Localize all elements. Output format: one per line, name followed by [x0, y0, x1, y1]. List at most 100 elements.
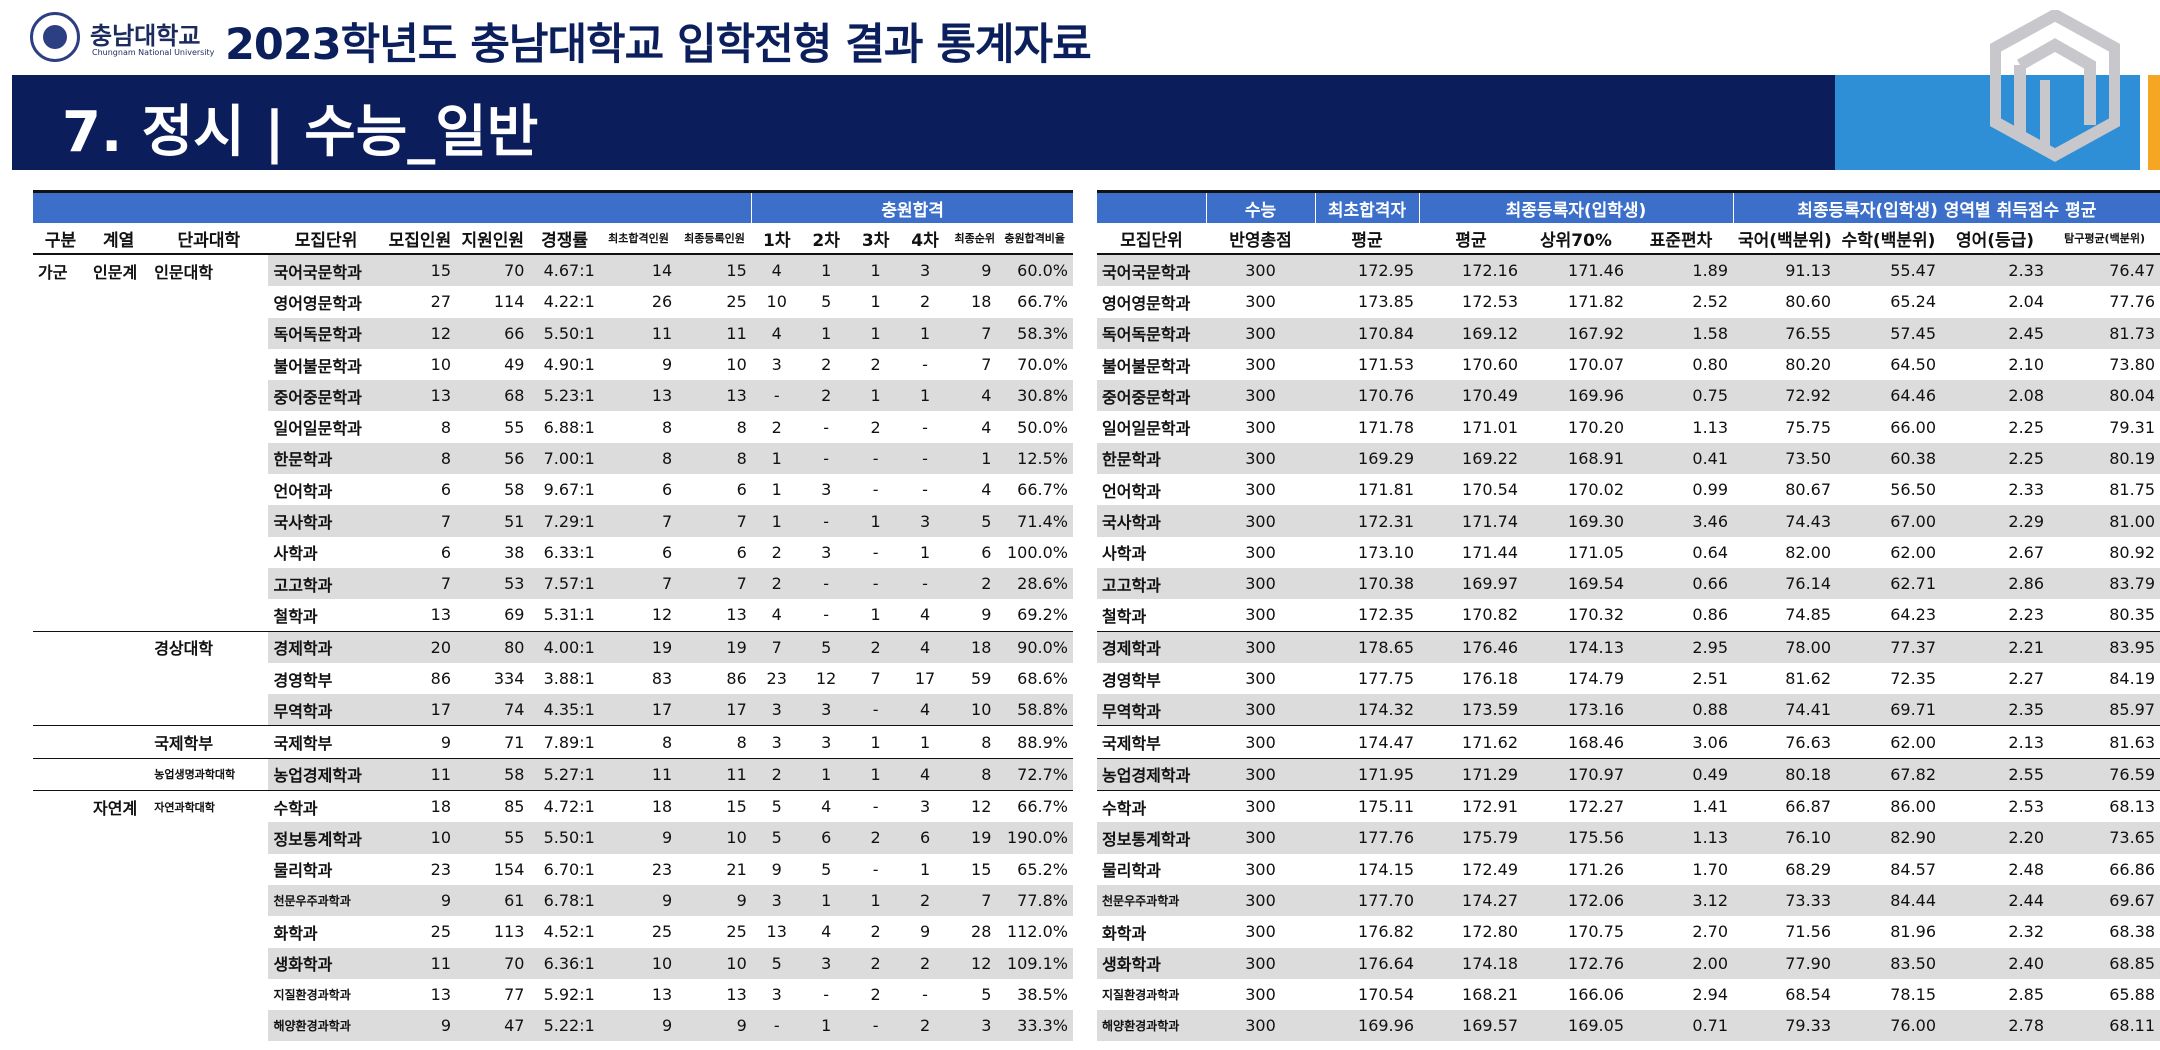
data-cell: 3 — [900, 505, 950, 537]
data-cell: 18 — [971, 292, 992, 312]
data-cell: 3 — [751, 725, 802, 759]
data-cell: 47 — [456, 1010, 530, 1042]
data-cell: 12 — [651, 605, 673, 625]
data-cell: 1.58 — [1629, 317, 1734, 349]
data-cell: 3 — [821, 542, 832, 562]
data-cell: 26 — [651, 292, 673, 312]
data-cell: 171.53 — [1358, 355, 1414, 375]
data-cell: 1 — [771, 480, 782, 500]
column-header: 최초합격인원 — [599, 223, 678, 255]
unit-cell: 영어영문학과 — [273, 293, 362, 313]
data-cell: 64.46 — [1836, 380, 1942, 412]
data-cell: 1 — [751, 505, 802, 537]
data-cell: 2.10 — [2008, 355, 2045, 375]
unit-cell: 수학과 — [1097, 790, 1206, 823]
data-cell: 8 — [677, 725, 752, 759]
data-cell: - — [850, 694, 901, 726]
data-cell: 173.16 — [1523, 694, 1629, 726]
table-row: 지질환경과학과 13 77 5.92:1 13 13 3 - 2 - 5 38.5% — [33, 979, 1073, 1010]
data-cell: 77.37 — [1836, 630, 1942, 663]
data-cell: 72.35 — [1890, 669, 1937, 688]
column-header: 모집인원 — [383, 223, 457, 255]
unit-cell: 국제학부 — [1097, 725, 1206, 759]
data-cell: 171.78 — [1358, 417, 1414, 437]
data-cell: 66.7% — [996, 790, 1073, 823]
data-cell: 12 — [949, 790, 997, 823]
data-cell: 2.78 — [1941, 1010, 2050, 1042]
data-cell: 66 — [456, 317, 530, 349]
data-cell: 2.45 — [1941, 317, 2050, 349]
data-cell — [33, 318, 88, 349]
data-cell: 82.90 — [1836, 822, 1942, 854]
data-cell: 7 — [949, 884, 997, 917]
data-cell: 5.50:1 — [529, 822, 600, 854]
data-cell: 65.24 — [1890, 292, 1937, 312]
unit-cell: 철학과 — [273, 606, 318, 626]
table-row: 불어불문학과 10 49 4.90:1 9 10 3 2 2 - 7 70.0% — [33, 349, 1073, 380]
data-cell: 2.20 — [1941, 822, 2050, 854]
group-header — [1097, 191, 1206, 223]
data-cell: - — [801, 442, 851, 475]
data-cell: 1 — [850, 505, 901, 537]
data-cell: - — [922, 480, 928, 500]
column-header: 1차 — [751, 223, 802, 255]
data-cell: 5 — [751, 790, 802, 823]
data-cell: 9 — [677, 884, 752, 917]
data-cell: 1 — [919, 542, 931, 562]
data-cell: 6.78:1 — [529, 884, 600, 917]
data-cell: 1 — [801, 317, 851, 349]
data-cell: 171.46 — [1523, 254, 1629, 287]
data-cell: 79.31 — [2109, 417, 2156, 437]
university-seal-icon — [30, 12, 80, 62]
data-cell: 17 — [599, 694, 678, 726]
data-cell: 58 — [504, 480, 525, 500]
data-cell: 3 — [801, 947, 851, 979]
data-cell: 4 — [919, 605, 931, 625]
data-cell: - — [900, 567, 950, 600]
table-row: 정보통계학과 300 177.76 175.79 175.56 1.13 76.10 82.9… — [1097, 822, 2160, 854]
data-cell: 300 — [1206, 1010, 1315, 1042]
data-cell: 7 — [677, 505, 752, 537]
unit-cell: 사학과 — [273, 544, 318, 564]
data-cell: 1 — [801, 884, 851, 917]
data-cell: 8 — [949, 725, 997, 759]
section-banner: 7. 정시 | 수능_일반 — [12, 75, 1835, 170]
data-cell: 0.75 — [1629, 380, 1734, 412]
data-cell: 8 — [662, 417, 673, 437]
data-cell — [88, 948, 149, 979]
data-cell: 170.75 — [1568, 922, 1624, 942]
data-cell: 171.74 — [1419, 505, 1523, 537]
unit-cell: 철학과 — [1102, 606, 1147, 626]
column-header: 상위70% — [1523, 223, 1629, 255]
data-cell: 81.75 — [2109, 480, 2156, 500]
data-cell: 7 — [599, 505, 678, 537]
table-row: 경제학과 300 178.65 176.46 174.13 2.95 78.00 77.37 2… — [1097, 630, 2160, 663]
data-cell: 2.52 — [1692, 292, 1729, 312]
data-cell: 77.8% — [996, 884, 1073, 917]
data-cell: 13 — [726, 984, 747, 1004]
data-cell: 174.13 — [1523, 630, 1629, 663]
data-cell: 1 — [850, 725, 901, 759]
data-cell: 71 — [456, 725, 530, 759]
data-cell: 8 — [599, 442, 678, 475]
data-cell: 19 — [949, 822, 997, 854]
data-cell: 27 — [430, 292, 452, 312]
data-cell: 7.29:1 — [529, 505, 600, 537]
data-cell: 176.64 — [1315, 947, 1419, 979]
data-cell: 76.59 — [2049, 757, 2160, 791]
data-cell: 169.57 — [1419, 1010, 1523, 1042]
table-row: 무역학과 300 174.32 173.59 173.16 0.88 74.41 69.71 2… — [1097, 694, 2160, 726]
unit-cell: 언어학과 — [1102, 481, 1161, 501]
data-cell: 8 — [677, 442, 752, 475]
table-row: 일어일문학과 8 55 6.88:1 8 8 2 - 2 - 4 50.0% — [33, 411, 1073, 442]
data-cell: 18 — [599, 790, 678, 823]
table-row: 한문학과 8 56 7.00:1 8 8 1- - -1 12.5% — [33, 442, 1073, 475]
data-cell: 2 — [771, 542, 782, 562]
data-cell: 171.82 — [1568, 292, 1624, 312]
section-title: 7. 정시 | 수능_일반 — [62, 100, 539, 165]
data-cell — [88, 663, 149, 694]
data-cell: 2 — [850, 630, 901, 663]
data-cell: 15 — [383, 254, 457, 287]
data-cell: 169.05 — [1523, 1010, 1629, 1042]
data-cell: 170.60 — [1462, 355, 1518, 375]
